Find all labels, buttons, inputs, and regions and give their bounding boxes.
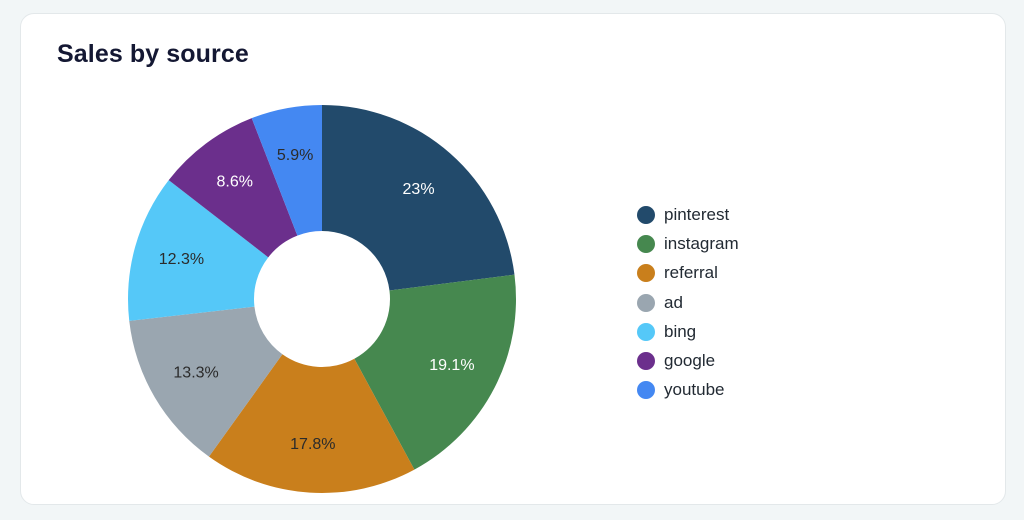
legend-item-google[interactable]: google <box>637 346 739 375</box>
slice-pinterest[interactable] <box>322 105 515 291</box>
slice-label-referral: 17.8% <box>290 436 335 453</box>
legend-label: google <box>664 351 716 371</box>
legend-swatch <box>637 381 655 400</box>
slice-referral[interactable] <box>208 354 415 493</box>
legend-item-instagram[interactable]: instagram <box>637 229 739 258</box>
slice-youtube[interactable] <box>251 105 322 236</box>
legend-item-pinterest[interactable]: pinterest <box>637 200 739 229</box>
legend-label: instagram <box>664 233 739 253</box>
legend-swatch <box>637 322 655 341</box>
legend-label: ad <box>664 292 683 312</box>
slice-bing[interactable] <box>128 180 269 321</box>
legend-label: referral <box>664 263 718 283</box>
donut-slices <box>128 105 516 493</box>
donut-chart: 23% 19.1% 17.8% 13.3% 12.3% 8.6% 5.9% <box>128 105 516 493</box>
legend-label: pinterest <box>664 204 730 224</box>
slice-google[interactable] <box>168 118 298 258</box>
legend-item-bing[interactable]: bing <box>637 317 739 346</box>
slice-instagram[interactable] <box>354 274 516 470</box>
donut-slice-labels: 23% 19.1% 17.8% 13.3% 12.3% 8.6% 5.9% <box>159 147 475 453</box>
legend-label: youtube <box>664 380 725 400</box>
legend-label: bing <box>664 321 697 341</box>
legend-swatch <box>637 234 655 253</box>
legend-swatch <box>637 205 655 224</box>
legend-item-referral[interactable]: referral <box>637 259 739 288</box>
legend-item-ad[interactable]: ad <box>637 288 739 317</box>
slice-label-bing: 12.3% <box>159 251 204 268</box>
slice-label-ad: 13.3% <box>173 364 218 381</box>
slice-label-google: 8.6% <box>216 173 252 190</box>
legend-swatch <box>637 352 655 371</box>
legend-item-youtube[interactable]: youtube <box>637 376 739 405</box>
legend-swatch <box>637 293 655 312</box>
slice-ad[interactable] <box>129 306 283 457</box>
slice-label-pinterest: 23% <box>403 181 435 198</box>
chart-legend: pinterest instagram referral ad bing google yo… <box>637 200 739 405</box>
slice-label-youtube: 5.9% <box>277 147 313 164</box>
slice-label-instagram: 19.1% <box>429 357 474 374</box>
chart-title: Sales by source <box>57 40 249 68</box>
chart-card: Sales by source 23% 19.1% 17.8% 13.3% 12.3% 8… <box>20 13 1006 505</box>
legend-swatch <box>637 264 655 283</box>
